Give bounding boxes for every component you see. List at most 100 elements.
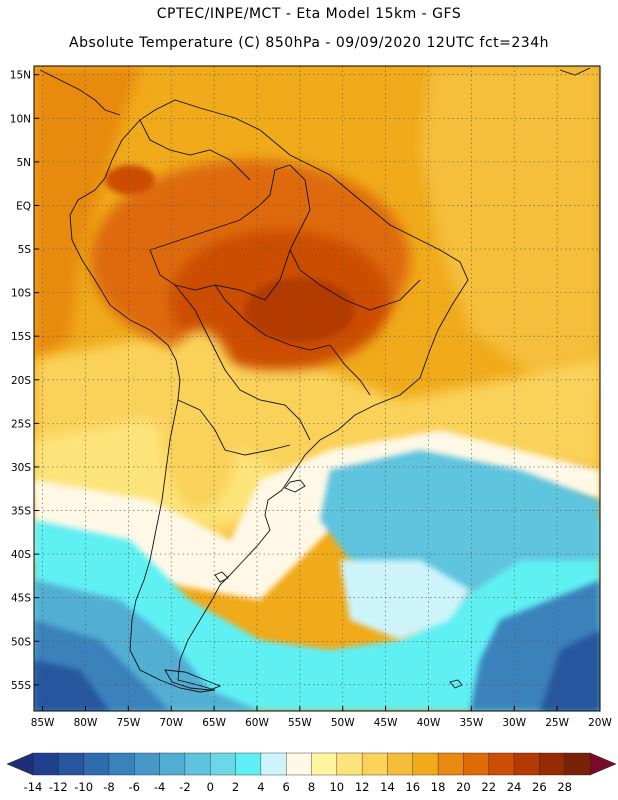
colorbar-label: -6 [129, 780, 140, 794]
border-andes-1 [174, 284, 311, 441]
colorbar-swatch [108, 752, 135, 776]
colorbar-swatch [387, 752, 414, 776]
lon-tick-label: 35W [459, 717, 483, 729]
colorbar-swatch [463, 752, 490, 776]
field-warm-core-4 [105, 165, 155, 195]
lat-tick-label: 30S [11, 462, 31, 474]
lon-tick-label: 85W [31, 717, 55, 729]
colorbar-swatch [134, 752, 161, 776]
lat-tick-label: 25S [11, 418, 31, 430]
lon-tick-label: 20W [588, 717, 612, 729]
colorbar-label: 18 [431, 780, 446, 794]
lat-tick-label: 15N [10, 70, 31, 82]
field-cold-se-deep [540, 630, 600, 711]
lon-tick-label: 75W [116, 717, 140, 729]
chart-title: CPTEC/INPE/MCT - Eta Model 15km - GFS [156, 6, 462, 22]
colorbar-swatch [488, 752, 515, 776]
coastlines [39, 67, 591, 693]
colorbar-swatch [83, 752, 110, 776]
lat-tick-label: 10N [10, 113, 31, 125]
border-inner-1 [214, 284, 331, 351]
lat-tick-label: 45S [11, 593, 31, 605]
chart-subtitle: Absolute Temperature (C) 850hPa - 09/09/… [69, 35, 549, 51]
field-pacific-orange [34, 66, 140, 360]
temperature-field [34, 66, 600, 711]
colorbar-label: 4 [257, 780, 264, 794]
lon-tick-label: 65W [202, 717, 226, 729]
colorbar-label: -8 [103, 780, 114, 794]
lon-tick-label: 45W [374, 717, 398, 729]
plot-frame [33, 65, 601, 712]
field-warm-atlantic [420, 66, 600, 400]
colorbar-label: 10 [329, 780, 344, 794]
colorbar-swatch [235, 752, 262, 776]
colorbar-swatch [336, 752, 363, 776]
colorbar-low-arrow [6, 752, 34, 776]
lat-tick-label: 15S [11, 331, 31, 343]
colorbar-swatch [58, 752, 85, 776]
colorbar-label: 16 [405, 780, 420, 794]
colorbar-swatch [260, 752, 287, 776]
border-caribbean [139, 119, 251, 181]
lon-tick-label: 80W [74, 717, 98, 729]
colorbar-label: -14 [24, 780, 43, 794]
field-cream-band [34, 430, 600, 600]
colorbar-swatch [184, 752, 211, 776]
colorbar-swatch [412, 752, 439, 776]
colorbar-label: 0 [207, 780, 214, 794]
lon-tick-label: 70W [159, 717, 183, 729]
border-andes-2 [177, 399, 291, 456]
colorbar-swatch [159, 752, 186, 776]
colorbar-swatch [210, 752, 237, 776]
colorbar-label: 20 [456, 780, 471, 794]
colorbar-label: -12 [49, 780, 68, 794]
colorbar-swatch [513, 752, 541, 776]
lat-tick-label: 5S [18, 244, 32, 256]
lat-tick-label: 5N [16, 157, 31, 169]
colorbar-swatch [32, 752, 60, 776]
colorbar-swatch [361, 752, 389, 776]
colorbar-swatch [437, 752, 465, 776]
colorbar-label: 26 [532, 780, 547, 794]
colorbar-label: 22 [481, 780, 496, 794]
colorbar-label: 12 [355, 780, 370, 794]
lat-tick-label: 35S [11, 506, 31, 518]
colorbar-swatch [564, 752, 591, 776]
field-lightblue-tongue [340, 560, 470, 640]
colorbar-label: 28 [557, 780, 572, 794]
colorbar-high-arrow [589, 752, 617, 776]
lat-tick-label: EQ [16, 200, 31, 212]
coastline-falklands [214, 571, 229, 583]
colorbar: -14 -12 -10 -8 -6 -4 -2 0 2 4 6 8 10 12 14 16 18 20 22 24 26… [6, 752, 617, 794]
axis-labels: 15N 10N 5N EQ 5S 10S 15S 20S 25S 30S 35S 40S 45S 50S 5… [10, 70, 613, 729]
colorbar-label: -4 [154, 780, 165, 794]
colorbar-label: -10 [74, 780, 93, 794]
colorbar-label: 6 [283, 780, 290, 794]
colorbar-swatch [285, 752, 313, 776]
colorbar-label: 14 [380, 780, 395, 794]
lat-tick-label: 20S [11, 375, 31, 387]
colorbar-label: 8 [308, 780, 315, 794]
lon-tick-label: 60W [245, 717, 269, 729]
colorbar-swatch [539, 752, 566, 776]
lat-tick-label: 40S [11, 549, 31, 561]
border-brazil [149, 164, 311, 301]
border-inner-3 [329, 344, 371, 396]
field-cold-3 [34, 660, 110, 711]
field-andes-yellow [160, 330, 240, 510]
coastline-south-america [69, 99, 469, 693]
lon-tick-label: 50W [331, 717, 355, 729]
colorbar-swatch [311, 752, 338, 776]
lon-tick-label: 55W [288, 717, 312, 729]
lon-tick-label: 30W [502, 717, 526, 729]
colorbar-label: -2 [179, 780, 190, 794]
coastline-central-america [39, 69, 121, 116]
coastline-lake [284, 479, 306, 493]
colorbar-label: 24 [507, 780, 522, 794]
coastline-tierra-del-fuego [164, 669, 222, 691]
lat-tick-label: 55S [11, 680, 31, 692]
colorbar-label: 2 [232, 780, 239, 794]
lat-tick-label: 10S [11, 288, 31, 300]
lon-tick-label: 40W [417, 717, 441, 729]
